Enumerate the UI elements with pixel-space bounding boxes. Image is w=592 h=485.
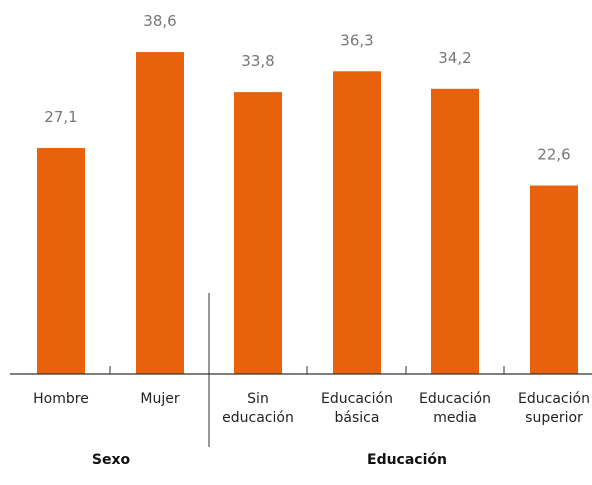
category-label-line: Mujer: [140, 391, 179, 407]
group-labels-group: Sexo Educación: [92, 452, 447, 468]
category-label-line: Educación: [518, 391, 590, 407]
category-label-line: educación: [222, 410, 294, 426]
category-label: Educación superior: [518, 391, 590, 426]
category-label-line: Sin: [247, 391, 269, 407]
category-label-line: media: [433, 410, 477, 426]
bar: [530, 185, 578, 374]
value-labels-group: 27,1 38,6 33,8 36,3 34,2 22,6: [44, 12, 570, 163]
category-label-line: Hombre: [33, 391, 89, 407]
category-label: Educación básica: [321, 391, 393, 426]
bars-group: [37, 52, 578, 375]
group-label: Sexo: [92, 452, 131, 468]
x-axis-ticks: [109, 366, 505, 374]
category-label: Hombre: [33, 391, 89, 407]
category-label-line: Educación: [419, 391, 491, 407]
bar: [431, 88, 479, 374]
value-label: 36,3: [340, 31, 373, 49]
category-label: Educación media: [419, 391, 491, 426]
category-label-line: básica: [335, 410, 380, 426]
bar: [333, 71, 381, 375]
value-label: 34,2: [438, 49, 471, 67]
category-label-line: Educación: [321, 391, 393, 407]
bar: [37, 147, 85, 374]
value-label: 22,6: [537, 146, 570, 164]
category-label: Sin educación: [222, 391, 294, 426]
group-label: Educación: [367, 452, 447, 468]
bar: [136, 52, 184, 375]
value-label: 27,1: [44, 108, 77, 126]
value-label: 38,6: [143, 12, 176, 30]
bar: [234, 92, 282, 374]
value-label: 33,8: [241, 52, 274, 70]
category-label-line: superior: [525, 410, 583, 426]
category-label: Mujer: [140, 391, 179, 407]
